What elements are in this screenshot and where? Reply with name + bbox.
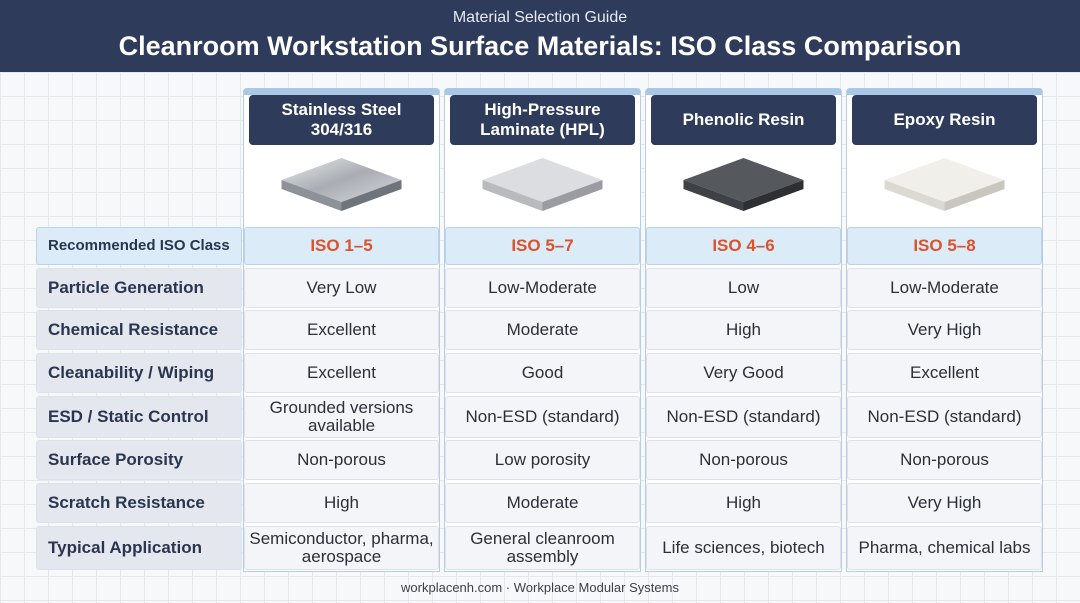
cell-value: Moderate — [445, 483, 640, 523]
cell-value: Non-porous — [847, 440, 1042, 480]
column-header: Stainless Steel 304/316 — [249, 95, 434, 145]
cell-value: Low-Moderate — [445, 268, 640, 308]
cell-value: General cleanroom assembly — [445, 526, 640, 570]
cell-value: Non-porous — [646, 440, 841, 480]
cell-value: Low — [646, 268, 841, 308]
cell-value: Semiconductor, pharma, aerospace — [244, 526, 439, 570]
row-label: ESD / Static Control — [36, 396, 242, 438]
row-label: Particle Generation — [36, 268, 242, 308]
cell-value: High — [646, 310, 841, 350]
cell-value: ISO 4–6 — [646, 227, 841, 265]
row-label: Typical Application — [36, 526, 242, 570]
column-header: High-Pressure Laminate (HPL) — [450, 95, 635, 145]
slab-side — [683, 180, 744, 211]
cell-value: Very Good — [646, 353, 841, 393]
footer: workplacenh.com · Workplace Modular Syst… — [401, 580, 679, 595]
cell-value: Very Low — [244, 268, 439, 308]
cell-value: Very High — [847, 310, 1042, 350]
cell-value: Non-ESD (standard) — [847, 396, 1042, 438]
cell-value: Excellent — [244, 310, 439, 350]
cell-value: ISO 1–5 — [244, 227, 439, 265]
cell-value: Low-Moderate — [847, 268, 1042, 308]
cell-value: Life sciences, biotech — [646, 526, 841, 570]
row-label: Recommended ISO Class — [36, 227, 242, 265]
cell-value: High — [646, 483, 841, 523]
header: Material Selection Guide Cleanroom Works… — [0, 0, 1080, 72]
cell-value: Non-ESD (standard) — [646, 396, 841, 438]
cell-value: ISO 5–8 — [847, 227, 1042, 265]
row-label: Surface Porosity — [36, 440, 242, 480]
cell-value: Good — [445, 353, 640, 393]
row-label: Scratch Resistance — [36, 483, 242, 523]
cell-value: Pharma, chemical labs — [847, 526, 1042, 570]
title: Cleanroom Workstation Surface Materials:… — [118, 31, 962, 61]
cell-value: High — [244, 483, 439, 523]
column-header: Phenolic Resin — [651, 95, 836, 145]
column-header: Epoxy Resin — [852, 95, 1037, 145]
cell-value: Non-porous — [244, 440, 439, 480]
cell-value: ISO 5–7 — [445, 227, 640, 265]
row-label: Chemical Resistance — [36, 310, 242, 350]
subtitle: Material Selection Guide — [452, 9, 628, 26]
slab-side — [482, 180, 543, 211]
slab-side — [884, 180, 945, 211]
cell-value: Excellent — [244, 353, 439, 393]
slab-side — [281, 180, 342, 211]
slab-side — [542, 180, 603, 211]
row-label: Cleanability / Wiping — [36, 353, 242, 393]
cell-value: Non-ESD (standard) — [445, 396, 640, 438]
cell-value: Low porosity — [445, 440, 640, 480]
cell-value: Moderate — [445, 310, 640, 350]
slab-side — [341, 180, 402, 211]
cell-value: Grounded versions available — [244, 396, 439, 438]
slab-side — [743, 180, 804, 211]
cell-value: Very High — [847, 483, 1042, 523]
slab-side — [944, 180, 1005, 211]
cell-value: Excellent — [847, 353, 1042, 393]
